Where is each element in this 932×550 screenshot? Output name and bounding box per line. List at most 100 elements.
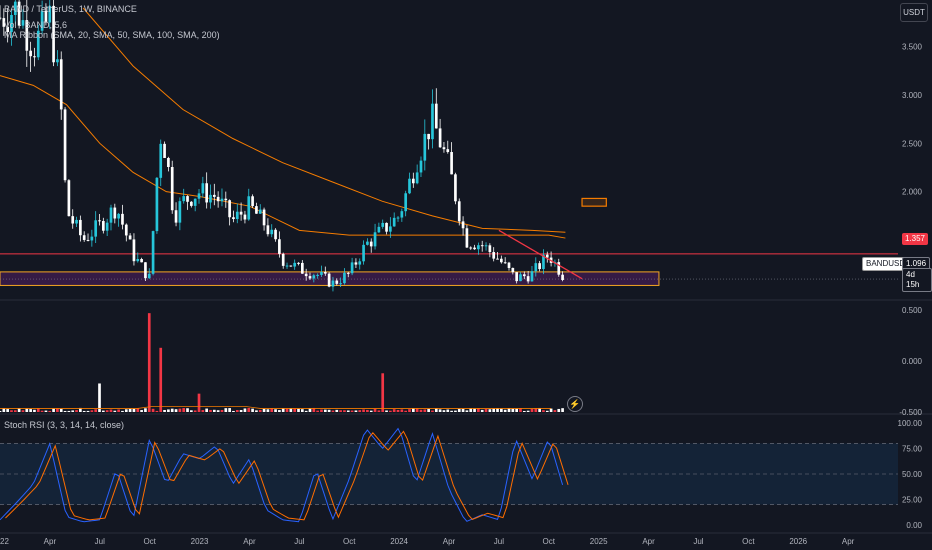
candle-body (140, 259, 143, 263)
candle-body (98, 220, 101, 222)
candle (285, 262, 289, 269)
candle (0, 5, 2, 21)
candle (354, 258, 358, 268)
candle-body (2, 18, 6, 27)
price-tick-label: 3.500 (902, 43, 923, 52)
candle (400, 208, 404, 222)
candle-body (247, 196, 251, 220)
candle-body (52, 5, 55, 63)
stoch-tick-label: 100.00 (898, 419, 923, 428)
candle (101, 217, 105, 234)
volume-bar (293, 408, 297, 412)
candle-body (224, 198, 228, 201)
candle-body (67, 180, 71, 217)
candle-body (82, 235, 86, 240)
volume-bar (308, 408, 312, 412)
volume-bar (82, 410, 86, 412)
volume-bar (312, 407, 316, 412)
candle (473, 244, 476, 250)
volume-bar (140, 410, 143, 412)
volume-bar (121, 410, 124, 412)
candle (144, 262, 147, 282)
x-tick-label: Apr (642, 537, 655, 546)
x-tick-label: 2026 (789, 537, 807, 546)
candle-body (278, 239, 281, 254)
candle (496, 252, 499, 260)
volume-bar (216, 410, 220, 412)
volume-bar (90, 410, 94, 412)
candle (542, 249, 545, 275)
volume-bar (113, 410, 117, 412)
candle-body (147, 273, 151, 279)
volume-bar (457, 409, 461, 412)
candle-body (385, 222, 388, 232)
candle-body (415, 172, 419, 184)
currency-button[interactable]: USDT (900, 3, 928, 22)
volume-bar (454, 410, 457, 412)
candle-body (538, 263, 541, 270)
candle (140, 257, 143, 263)
candle (105, 218, 109, 237)
candle (128, 233, 132, 240)
candle (465, 224, 469, 249)
volume-tick-label: 0.000 (902, 357, 923, 366)
candle (255, 202, 258, 214)
volume-bar (480, 409, 484, 412)
candle (86, 233, 90, 242)
candle-body (170, 167, 174, 211)
volume-bar (419, 409, 423, 412)
candle-body (266, 225, 270, 235)
candle (377, 222, 381, 233)
candle-body (522, 274, 526, 277)
candle (320, 265, 323, 278)
candle (545, 251, 549, 263)
volume-bar (232, 410, 235, 412)
candle-body (423, 133, 427, 161)
volume-bar (79, 407, 82, 412)
candle (235, 203, 239, 224)
volume-bar (274, 409, 277, 412)
candle-body (561, 274, 564, 280)
volume-bar (320, 409, 323, 412)
candle-body (6, 26, 9, 33)
volume-bar (446, 409, 450, 412)
candle (247, 188, 251, 221)
volume-bar (262, 408, 266, 412)
candle-body (312, 275, 316, 279)
candle-body (373, 232, 377, 247)
candle (178, 197, 182, 231)
candle-body (151, 231, 155, 274)
volume-bar (423, 409, 427, 412)
volume-bar (163, 409, 166, 412)
volume-bar (496, 408, 499, 412)
candle (266, 218, 270, 237)
volume-bar (369, 410, 373, 412)
candle-body (75, 219, 78, 224)
volume-bar (281, 408, 285, 412)
candle (519, 272, 522, 282)
candle-body (442, 147, 446, 150)
candle-body (519, 274, 522, 282)
volume-bar (385, 410, 388, 412)
candle (75, 216, 78, 228)
candle (492, 247, 496, 262)
volume-bar (415, 408, 419, 412)
candle-body (450, 152, 453, 175)
candle (366, 238, 369, 246)
candle (312, 273, 316, 283)
volume-bar (404, 410, 408, 412)
candle-body (144, 262, 147, 279)
x-tick-label: Apr (443, 537, 456, 546)
volume-bar (392, 409, 396, 412)
volume-bar (473, 408, 476, 412)
x-tick-label: Jul (494, 537, 504, 546)
symbol-tag: BANDUSDT (862, 257, 915, 271)
candle-body (477, 245, 480, 250)
candle (163, 141, 166, 158)
lightning-icon[interactable]: ⚡ (567, 396, 583, 412)
volume-bar (243, 408, 247, 412)
volume-bar (316, 410, 319, 412)
candle-body (545, 254, 549, 258)
candle (44, 3, 48, 26)
